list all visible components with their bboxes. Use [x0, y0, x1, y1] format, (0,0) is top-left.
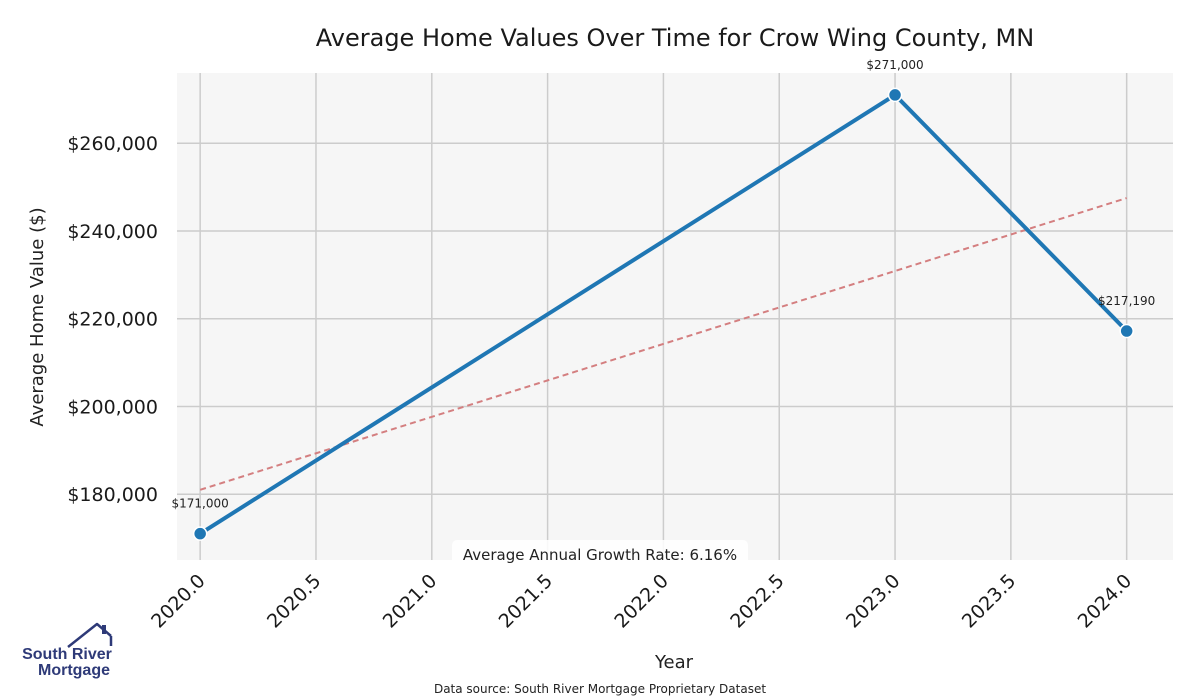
x-tick-label-3: 2021.5 [495, 570, 558, 633]
x-tick-label-8: 2024.0 [1074, 570, 1137, 633]
chart-title: Average Home Values Over Time for Crow W… [316, 24, 1034, 52]
y-tick-label-2: $220,000 [67, 309, 158, 331]
x-axis-label: Year [654, 652, 694, 673]
y-tick-label-4: $260,000 [67, 133, 158, 155]
x-tick-label-6: 2023.0 [842, 570, 905, 633]
data-point-2 [1119, 323, 1134, 339]
company-logo: South River Mortgage [22, 622, 113, 679]
x-tick-label-4: 2022.0 [610, 570, 673, 633]
data-label-0: $171,000 [172, 497, 229, 511]
x-tick-label-7: 2023.5 [958, 570, 1021, 633]
data-point-1 [887, 87, 903, 103]
x-tick-labels: 2020.0 2020.5 2021.0 2021.5 2022.0 2022.5 2023… [147, 570, 1136, 633]
data-label-2: $217,190 [1098, 294, 1155, 308]
series-group [192, 87, 1134, 541]
house-icon [67, 622, 113, 648]
data-point-0 [192, 526, 208, 541]
y-tick-labels: $180,000 $200,000 $220,000 $240,000 $260,000 [67, 133, 158, 506]
growth-rate-box [452, 540, 748, 568]
y-axis-label: Average Home Value ($) [27, 207, 48, 426]
plot-area [177, 73, 1173, 560]
x-tick-label-1: 2020.5 [263, 570, 326, 633]
data-source-note: Data source: South River Mortgage Propri… [434, 682, 766, 696]
y-tick-label-3: $240,000 [67, 221, 158, 243]
trendline-group [199, 197, 1127, 491]
grid-lines [177, 73, 1173, 560]
logo-line2: Mortgage [38, 662, 110, 679]
x-tick-label-5: 2022.5 [726, 570, 789, 633]
logo-line1: South River [22, 646, 112, 663]
y-tick-label-0: $180,000 [67, 484, 158, 506]
trendline [199, 197, 1127, 491]
x-tick-label-0: 2020.0 [147, 570, 210, 633]
growth-rate-annotation: Average Annual Growth Rate: 6.16% [463, 546, 737, 564]
y-tick-label-1: $200,000 [67, 396, 158, 418]
data-labels: $171,000 $271,000 $217,190 [172, 58, 1156, 511]
data-label-1: $271,000 [866, 58, 923, 72]
x-tick-label-2: 2021.0 [379, 570, 442, 633]
